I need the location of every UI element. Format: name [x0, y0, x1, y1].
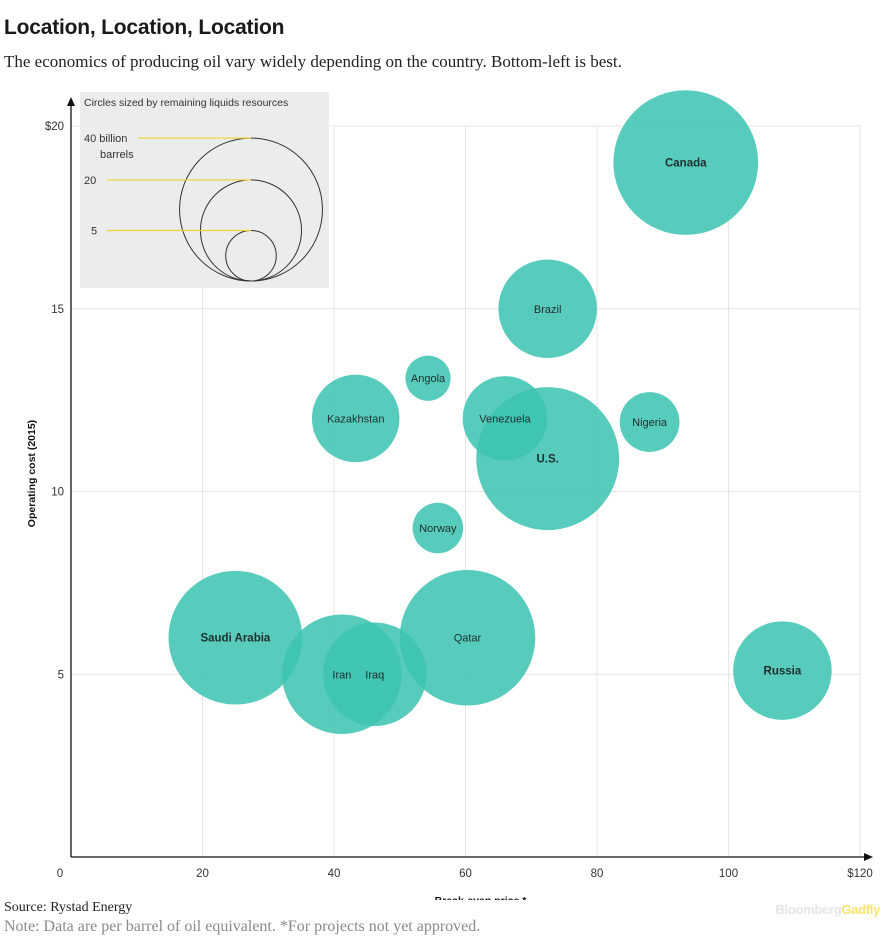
bubble-label: Nigeria	[632, 417, 668, 429]
bubble-label: U.S.	[537, 454, 559, 466]
bubble-norway	[412, 502, 464, 554]
bubble-label: Brazil	[534, 304, 562, 316]
axes: 0 20 40 60 80 100 $120 5 10 15 $20 Break-even price…	[26, 97, 873, 900]
bubble-label: Canada	[665, 158, 707, 170]
bubble-label: Angola	[411, 373, 446, 385]
x-tick-label: 60	[459, 868, 472, 880]
x-tick-label: $120	[847, 868, 873, 880]
bubble-chart: 0 20 40 60 80 100 $120 5 10 15 $20 Break-even price…	[26, 90, 873, 900]
y-tick-label: 5	[58, 669, 64, 681]
brand-part-gadfly: Gadfly	[841, 902, 880, 917]
bubble-label: Norway	[419, 523, 457, 535]
chart-subtitle: The economics of producing oil vary wide…	[4, 52, 622, 71]
chart-title: Location, Location, Location	[4, 16, 285, 39]
x-axis-arrow	[864, 853, 873, 861]
brand-part-bloomberg: Bloomberg	[775, 902, 842, 917]
x-tick-label: 100	[719, 868, 738, 880]
bubble-label: Kazakhstan	[327, 413, 384, 425]
bubble-brazil	[498, 259, 597, 359]
bubble-saudi-arabia	[168, 570, 303, 705]
legend-label: 40 billion	[84, 133, 127, 145]
y-tick-label: 10	[51, 487, 64, 499]
legend-label: 5	[91, 225, 97, 237]
bubble-kazakhstan	[311, 374, 400, 463]
bubble-russia	[733, 621, 832, 720]
y-tick-label: $20	[45, 121, 64, 133]
bubble-canada	[613, 90, 759, 235]
y-axis-arrow	[67, 97, 75, 106]
x-tick-label: 80	[591, 868, 604, 880]
source-note: Source: Rystad Energy	[4, 900, 133, 915]
x-tick-label: 40	[328, 868, 341, 880]
bubble-label: Iraq	[365, 669, 384, 681]
bubbles	[168, 90, 832, 735]
brand-logo: BloombergGadfly	[775, 902, 880, 917]
bubble-qatar	[399, 569, 536, 706]
y-tick-label: 15	[51, 304, 64, 316]
bubble-label: Qatar	[454, 633, 482, 645]
bubble-u-s	[476, 387, 620, 531]
legend-label-unit: barrels	[100, 149, 134, 161]
x-tick-label: 0	[57, 868, 63, 880]
bubble-label: Saudi Arabia	[200, 633, 270, 645]
x-tick-label: 20	[196, 868, 209, 880]
footnote: Note: Data are per barrel of oil equival…	[4, 918, 481, 935]
y-axis-title: Operating cost (2015)	[26, 420, 38, 527]
size-legend: Circles sized by remaining liquids resou…	[80, 92, 329, 288]
bubble-label: Iran	[332, 669, 351, 681]
bubble-labels: Canada Brazil Angola Kazakhstan Venezuela U.S…	[200, 158, 801, 682]
bubble-label: Russia	[764, 666, 802, 678]
bubble-angola	[405, 355, 451, 401]
bubble-label: Venezuela	[479, 413, 531, 425]
legend-box	[80, 92, 329, 288]
bubble-nigeria	[619, 392, 680, 452]
x-axis-title: Break-even price *	[435, 895, 528, 900]
legend-title: Circles sized by remaining liquids resou…	[84, 97, 288, 109]
legend-label: 20	[84, 175, 96, 187]
